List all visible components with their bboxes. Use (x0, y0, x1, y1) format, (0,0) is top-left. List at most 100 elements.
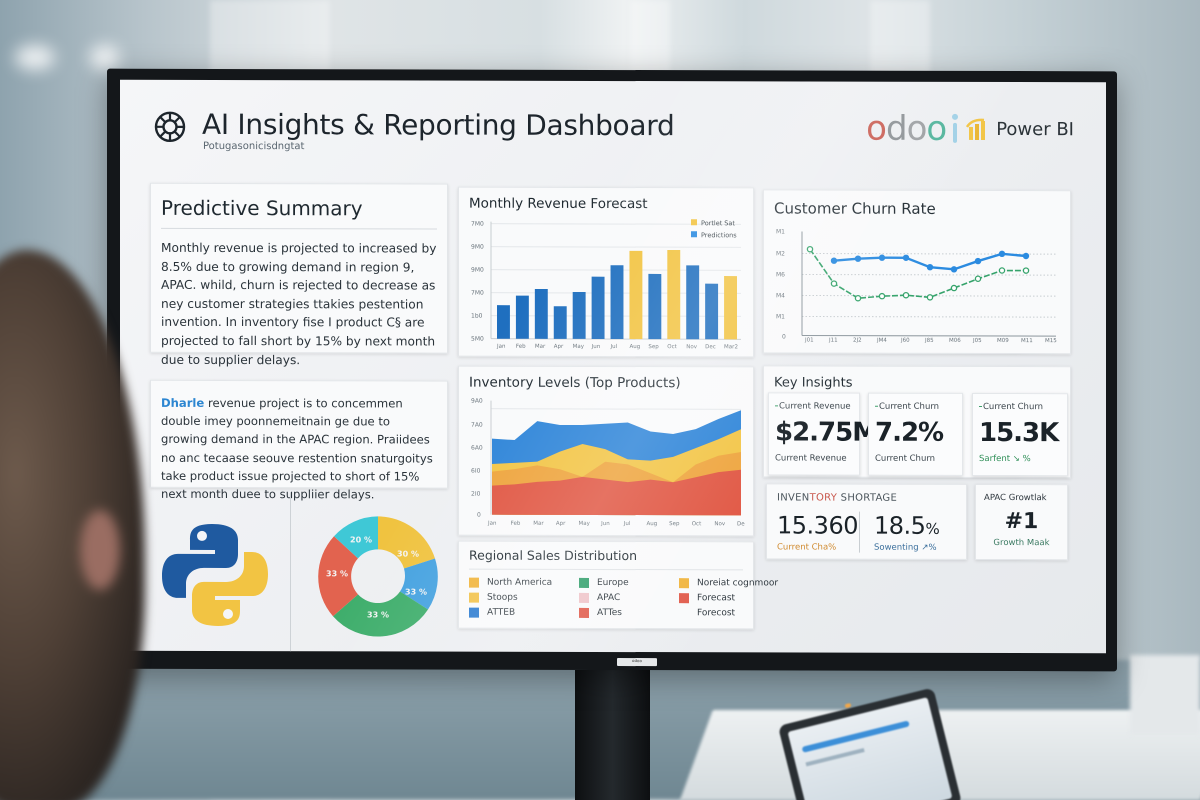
inventory-chart-title: Inventory Levels (Top Products) (469, 374, 681, 392)
svg-text:Jun: Jun (591, 344, 601, 350)
svg-text:2I0: 2I0 (471, 491, 481, 498)
svg-text:6I0: 6I0 (471, 468, 481, 475)
svg-text:Apr: Apr (554, 344, 564, 350)
svg-text:JM4: JM4 (876, 338, 887, 343)
revenue-bar (724, 276, 737, 340)
legend-label: Noreiat cognmoor (697, 578, 779, 589)
legend-item: Forecost (679, 608, 769, 618)
svg-text:9M0: 9M0 (471, 244, 484, 251)
svg-text:Jun: Jun (600, 521, 610, 527)
svg-text:M06: M06 (949, 338, 961, 343)
inventory-area-chart: 9A0 7A0 6A0 6I0 2I0 0 Jan Feb Mar Apr May Jun Jul A… (471, 398, 748, 528)
legend-label: Europe (597, 577, 629, 589)
odoo-logo: odoo (866, 108, 947, 149)
svg-text:Apr: Apr (556, 521, 566, 527)
legend-item: Stoops (469, 592, 579, 603)
kpi-label: Current Revenue (775, 401, 853, 411)
legend-item: ATTes (579, 607, 679, 619)
python-donut-section: 30 % 33 % 33 % 33 % 20 % (150, 492, 450, 654)
svg-text:Nov: Nov (686, 344, 697, 350)
svg-text:0: 0 (782, 333, 786, 340)
powerbi-label: Power BI (996, 118, 1074, 140)
legend-item: Europe (579, 577, 679, 589)
svg-text:9M0: 9M0 (471, 267, 484, 274)
legend-swatch (469, 607, 479, 618)
revenue-forecast-card: Monthly Revenue Forecast 7M0 9M0 9M0 7M0 1b… (458, 186, 754, 358)
svg-text:7A0: 7A0 (471, 422, 483, 429)
kpi-label: Current Churn (875, 402, 956, 412)
inventory-area (492, 469, 741, 516)
legend-swatch (579, 592, 589, 603)
svg-text:J60: J60 (900, 338, 910, 343)
svg-text:Mar: Mar (535, 344, 546, 350)
predictive-summary-title: Predictive Summary (161, 195, 437, 230)
ceiling-light (15, 45, 55, 70)
laptop-ui-bar (801, 720, 910, 753)
svg-text:Jul: Jul (610, 344, 618, 350)
ai-gear-icon (154, 111, 186, 143)
cabinet (1130, 655, 1200, 735)
svg-text:May: May (579, 521, 591, 527)
svg-text:6A0: 6A0 (471, 445, 483, 452)
svg-text:M09: M09 (997, 338, 1009, 343)
person-ear (80, 510, 120, 590)
regional-sales-card: Regional Sales Distribution North Americ… (458, 540, 778, 630)
kpi-current-churn: Current Churn 7.2% Current Churn (868, 392, 963, 476)
brand-logos: odoo Power BI (866, 108, 1074, 149)
svg-text:Nov: Nov (714, 521, 725, 527)
legend-predictions: Predictions (701, 231, 737, 239)
inventory-levels-card: Inventory Levels (Top Products) 9A0 7A0 6A… (458, 365, 754, 537)
shortage-percent-sub: Sowenting ↗% (874, 542, 937, 553)
percent-number: 18.5 (874, 511, 926, 540)
revenue-bar (497, 305, 510, 339)
donut-chart: 30 % 33 % 33 % 33 % 20 % (318, 516, 438, 637)
legend-swatch (679, 578, 689, 589)
kpi-customers: Current Churn 15.3K Sarfent ↘ % (972, 392, 1068, 477)
summary-highlight: Dharle (161, 395, 205, 410)
shortage-units-value: 15.360 (777, 511, 858, 540)
svg-text:M1: M1 (776, 228, 785, 235)
svg-text:M4: M4 (776, 292, 785, 299)
churn-chart-title: Customer Churn Rate (774, 199, 936, 218)
dashboard-screen: AI Insights & Reporting Dashboard Potuga… (120, 79, 1106, 654)
ceiling-light (90, 45, 120, 70)
kpi-sub: Current Revenue (775, 453, 847, 464)
shortage-percent-value: 18.5% (874, 512, 956, 540)
svg-text:Jul: Jul (623, 521, 631, 527)
svg-text:J11: J11 (828, 338, 838, 344)
summary-body: revenue project is to concemmen double i… (161, 395, 433, 502)
revenue-bar (610, 265, 624, 340)
legend-label: ATTes (597, 607, 622, 619)
legend-swatch (679, 593, 689, 604)
svg-text:Jan: Jan (496, 344, 506, 350)
donut-label: 30 % (397, 549, 419, 558)
revenue-bar (534, 288, 548, 339)
info-icon (952, 114, 958, 144)
inventory-shortage-label: INVENTORY SHORTAGE (777, 492, 956, 503)
kpi-value: 7.2% (875, 417, 944, 448)
svg-text:Mar: Mar (533, 521, 544, 527)
legend-label: North America (487, 577, 553, 588)
legend-label: Forecast (697, 593, 736, 604)
apac-growth-sub: Growth Maak (993, 537, 1050, 549)
page-subtitle: Potugasonicisdngtat (203, 140, 305, 153)
monitor-stand (575, 670, 650, 800)
legend-swatch (679, 608, 689, 618)
kpi-value: 15.3K (979, 417, 1059, 449)
apac-growth-rank: #1 (1004, 509, 1039, 535)
svg-text:0: 0 (477, 512, 481, 519)
svg-text:M15: M15 (1045, 338, 1057, 343)
legend-label: Forecost (697, 608, 736, 619)
kpi-sub: Current Churn (875, 453, 936, 464)
svg-text:Sep: Sep (648, 344, 659, 350)
predictive-summary-card: Predictive Summary Monthly revenue is pr… (150, 182, 448, 367)
revenue-bar (705, 283, 719, 340)
section-divider (290, 492, 291, 654)
legend-swatch (469, 592, 479, 603)
laptop-ui-bar (805, 748, 865, 767)
shortage-units-sub: Current Cha% (777, 542, 837, 553)
kpi-label: Current Churn (979, 402, 1061, 412)
svg-text:J05: J05 (972, 338, 982, 343)
predictive-summary-text: Monthly revenue is projected to increase… (161, 240, 437, 367)
secondary-summary-card: Dharle revenue project is to concemmen d… (150, 379, 448, 501)
